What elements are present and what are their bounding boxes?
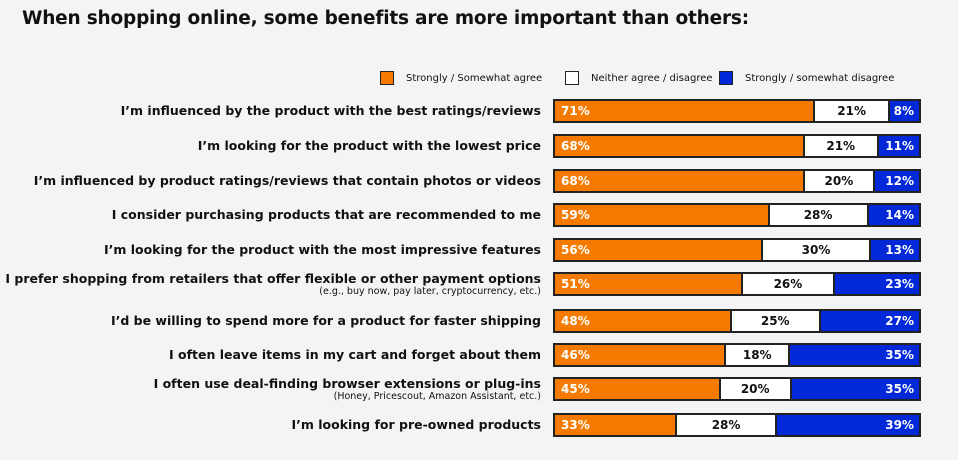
legend-swatch — [380, 71, 394, 85]
stacked-bar: 56% 30% 13% — [553, 238, 921, 262]
chart-title: When shopping online, some benefits are … — [22, 8, 749, 29]
bar-segment-neither: 21% — [813, 101, 890, 121]
bar-segment-neither: 28% — [675, 415, 778, 435]
bar-segment-disagree: 13% — [871, 240, 919, 260]
bar-segment-disagree: 14% — [868, 205, 919, 225]
legend-label: Neither agree / disagree — [591, 72, 713, 84]
category-label: I prefer shopping from retailers that of… — [5, 271, 541, 298]
category-sublabel: (Honey, Pricescout, Amazon Assistant, et… — [333, 391, 541, 402]
bar-segment-agree: 68% — [555, 136, 803, 156]
category-label-text: I’d be willing to spend more for a produ… — [110, 313, 541, 328]
legend-label: Strongly / Somewhat agree — [406, 72, 543, 84]
bar-segment-disagree: 12% — [875, 171, 919, 191]
bar-segment-agree: 48% — [555, 311, 730, 331]
bar-segment-neither: 26% — [740, 274, 836, 294]
bar-segment-agree: 68% — [555, 171, 803, 191]
category-label-text: I’m influenced by product ratings/review… — [33, 173, 541, 188]
stacked-bar: 48% 25% 27% — [553, 309, 921, 333]
category-label-text: I consider purchasing products that are … — [111, 207, 541, 222]
category-label-text: I prefer shopping from retailers that of… — [5, 271, 541, 286]
bar-segment-agree: 51% — [555, 274, 741, 294]
bar-segment-disagree: 35% — [791, 379, 919, 399]
bar-segment-neither: 21% — [802, 136, 879, 156]
bar-segment-disagree: 35% — [790, 345, 919, 365]
category-label: I’m looking for the product with the mos… — [104, 242, 541, 257]
bar-segment-disagree: 27% — [820, 311, 919, 331]
category-label-text: I often leave items in my cart and forge… — [168, 347, 541, 362]
bar-segment-neither: 18% — [724, 345, 791, 365]
category-label-text: I often use deal-finding browser extensi… — [153, 376, 541, 391]
category-label: I’m looking for the product with the low… — [198, 138, 541, 153]
stacked-bar: 68% 20% 12% — [553, 169, 921, 193]
legend-item-agree: Strongly / Somewhat agree — [380, 71, 542, 85]
bar-segment-agree: 33% — [555, 415, 676, 435]
stacked-bar: 33% 28% 39% — [553, 413, 921, 437]
category-label: I consider purchasing products that are … — [112, 207, 541, 222]
bar-segment-disagree: 8% — [889, 101, 919, 121]
bar-segment-agree: 45% — [555, 379, 719, 399]
category-label: I often use deal-finding browser extensi… — [154, 376, 541, 403]
category-label: I’m influenced by the product with the b… — [121, 103, 541, 118]
stacked-bar: 46% 18% 35% — [553, 343, 921, 367]
bar-segment-neither: 28% — [767, 205, 869, 225]
category-label: I often leave items in my cart and forge… — [169, 347, 541, 362]
bar-segment-agree: 46% — [555, 345, 725, 365]
bar-segment-neither: 20% — [802, 171, 876, 191]
legend-label: Strongly / somewhat disagree — [745, 72, 895, 84]
bar-segment-disagree: 23% — [835, 274, 919, 294]
stacked-bar: 71% 21% 8% — [553, 99, 921, 123]
stacked-bar: 68% 21% 11% — [553, 134, 921, 158]
category-label: I’m looking for pre-owned products — [291, 417, 541, 432]
bar-segment-neither: 20% — [718, 379, 792, 399]
stacked-bar: 51% 26% 23% — [553, 272, 921, 296]
category-label: I’m influenced by product ratings/review… — [34, 173, 541, 188]
category-label-text: I’m influenced by the product with the b… — [120, 103, 541, 118]
category-label-text: I’m looking for the product with the mos… — [103, 242, 541, 257]
bar-segment-agree: 56% — [555, 240, 761, 260]
category-label: I’d be willing to spend more for a produ… — [111, 313, 541, 328]
bar-segment-neither: 30% — [760, 240, 872, 260]
legend-item-disagree: Strongly / somewhat disagree — [719, 71, 894, 85]
legend-swatch — [565, 71, 579, 85]
bar-segment-disagree: 39% — [777, 415, 919, 435]
legend-item-neither: Neither agree / disagree — [565, 71, 713, 85]
legend-swatch — [719, 71, 733, 85]
category-label-text: I’m looking for pre-owned products — [291, 417, 541, 432]
stacked-bar: 59% 28% 14% — [553, 203, 921, 227]
bar-segment-agree: 59% — [555, 205, 768, 225]
bar-segment-disagree: 11% — [878, 136, 919, 156]
bar-segment-neither: 25% — [729, 311, 821, 331]
stacked-bar: 45% 20% 35% — [553, 377, 921, 401]
category-sublabel: (e.g., buy now, pay later, cryptocurrenc… — [319, 286, 541, 297]
category-label-text: I’m looking for the product with the low… — [197, 138, 541, 153]
bar-segment-agree: 71% — [555, 101, 814, 121]
